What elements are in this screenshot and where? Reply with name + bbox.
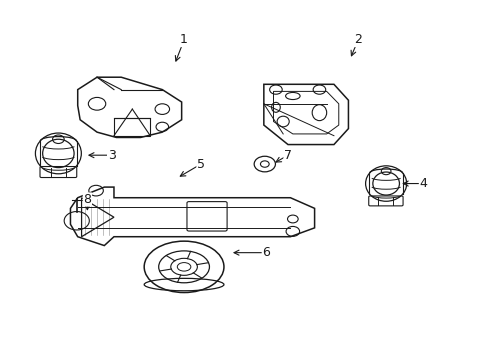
Text: 3: 3 [107,149,115,162]
Text: 7: 7 [284,149,291,162]
Text: 4: 4 [419,177,427,190]
Text: 2: 2 [353,33,361,46]
Text: 5: 5 [197,158,204,171]
Text: 8: 8 [83,193,91,206]
Text: 1: 1 [180,33,187,46]
Text: 6: 6 [262,246,270,259]
